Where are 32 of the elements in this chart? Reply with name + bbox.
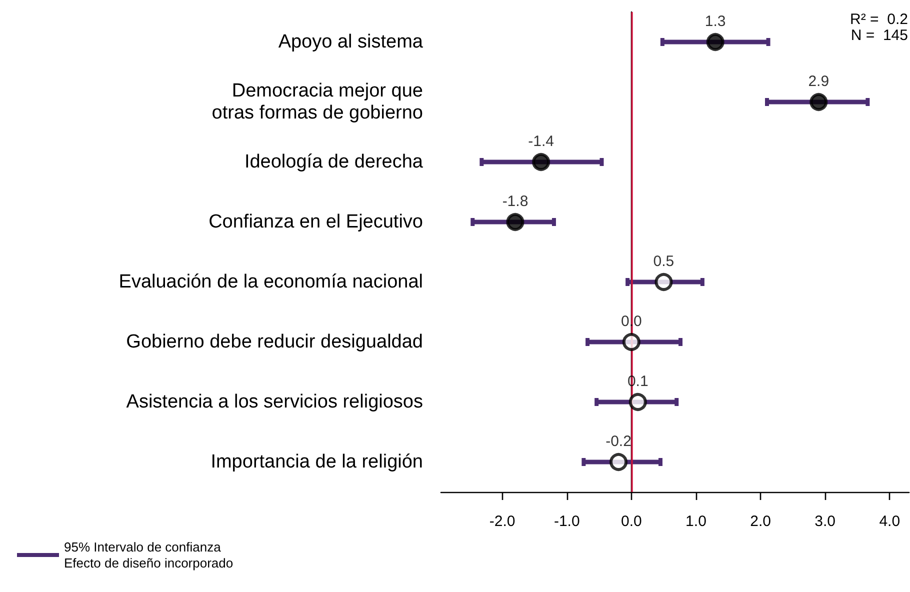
text: 95% Intervalo de confianza Efecto de diseño incorporado <box>64 540 234 570</box>
point <box>654 273 673 291</box>
data-label: 0.5 <box>653 253 674 270</box>
y-tick-label: Asistencia a los servicios religiosos <box>126 392 423 412</box>
annotation: N = 145 <box>850 27 908 44</box>
x-tick-label: 3.0 <box>814 513 836 530</box>
point <box>706 33 724 51</box>
data-label: -0.2 <box>606 433 632 450</box>
x-tick-label: -1.0 <box>554 513 580 530</box>
y-tick-label: Ideología de derecha <box>244 152 424 172</box>
y-tick-label: Confianza en el Ejecutivo <box>208 212 423 232</box>
data-label: -1.8 <box>502 193 528 210</box>
point <box>628 393 647 411</box>
data-label: 2.9 <box>808 73 830 90</box>
x-tick-label: 2.0 <box>750 513 771 530</box>
data-label: -1.4 <box>528 133 554 150</box>
point <box>506 213 524 231</box>
data-label: 1.3 <box>704 13 726 30</box>
annotation: R² = 0.2 <box>850 11 908 28</box>
y-tick-label: Gobierno debe reducir desigualdad <box>126 332 423 352</box>
y-tick-label: Democracia mejor que otras formas de gobierno <box>212 80 423 124</box>
x-tick-label: -2.0 <box>489 513 516 530</box>
y-tick-label: Apoyo al sistema <box>278 32 424 52</box>
x-tick-label: 4.0 <box>879 513 900 530</box>
point <box>610 453 628 471</box>
point <box>810 93 828 111</box>
y-tick-label: Importancia de la religión <box>210 452 423 472</box>
point <box>532 153 550 171</box>
y-tick-label: Evaluación de la economía nacional <box>118 272 423 292</box>
x-tick-label: 0.0 <box>621 513 642 530</box>
point <box>622 333 640 351</box>
x-tick-label: 1.0 <box>686 513 706 530</box>
